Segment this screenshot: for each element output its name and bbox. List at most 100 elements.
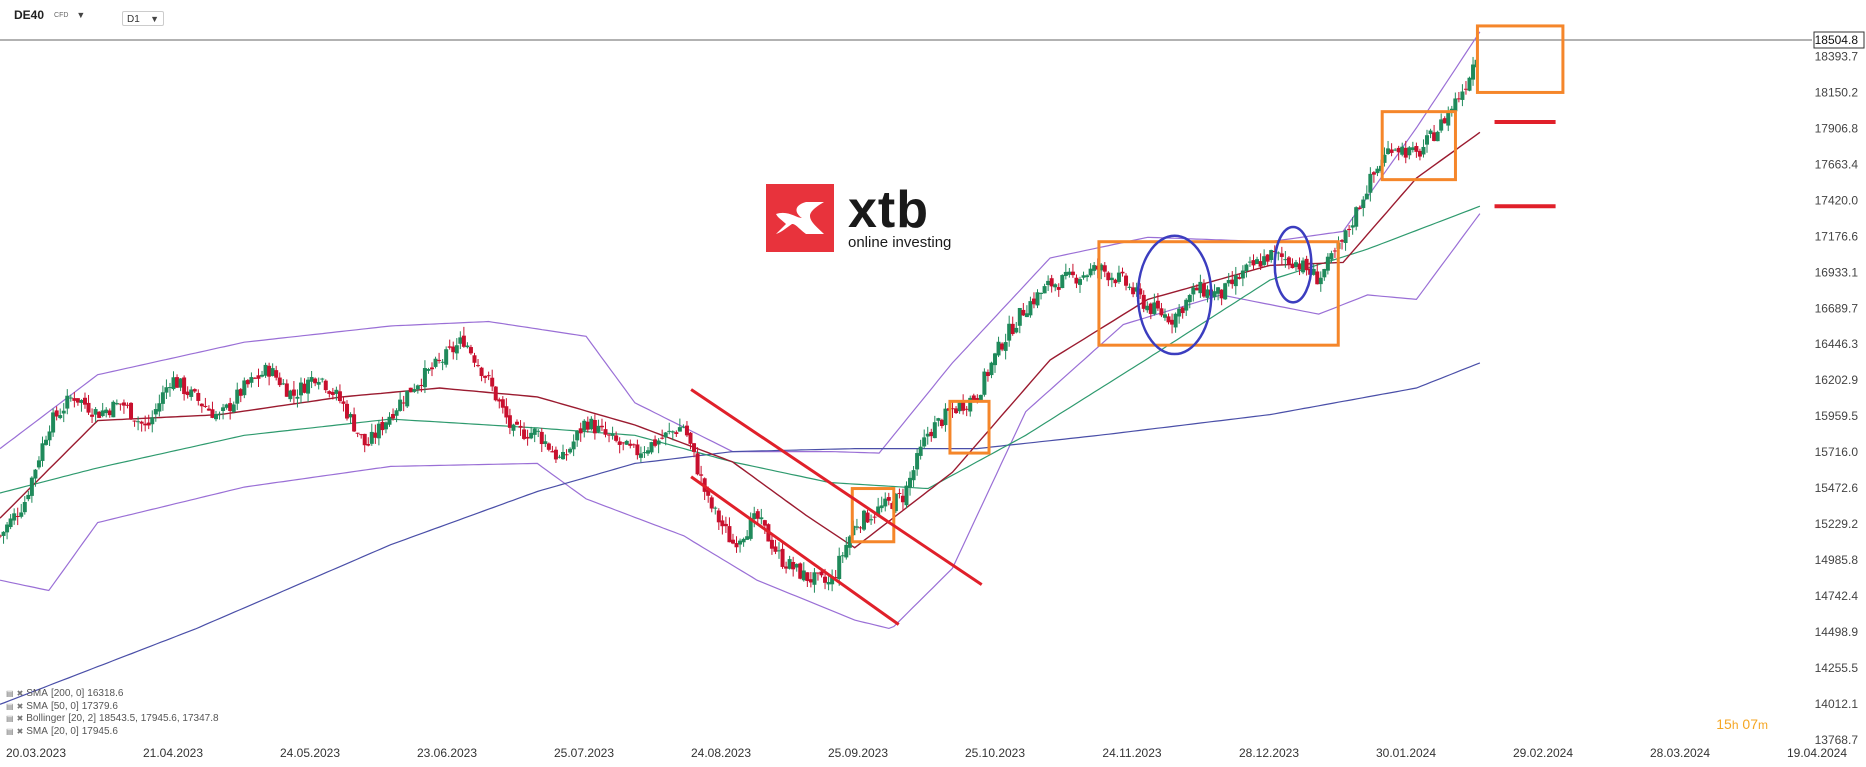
- candle-body: [536, 430, 541, 432]
- candle-body: [1329, 253, 1334, 260]
- candle-body: [1286, 257, 1291, 264]
- candle-body: [376, 423, 381, 439]
- candle-body: [745, 536, 750, 540]
- legend-remove-icon[interactable]: ✖: [16, 726, 24, 736]
- candle-body: [1386, 148, 1391, 155]
- candle-body: [1382, 154, 1387, 163]
- candle-body: [1173, 313, 1178, 328]
- candle-body: [734, 543, 739, 548]
- candle-body: [550, 451, 555, 453]
- candle-body: [699, 474, 704, 476]
- candle-body: [203, 405, 208, 407]
- candle-body: [51, 412, 56, 433]
- candle-body: [256, 375, 261, 379]
- candle-body: [635, 444, 640, 456]
- trend-channel-line: [690, 475, 900, 626]
- candle-body: [277, 377, 282, 386]
- candle-body: [444, 349, 449, 365]
- candle-body: [964, 408, 969, 410]
- candle-body: [723, 523, 728, 527]
- candle-body: [437, 359, 442, 361]
- candle-body: [1056, 287, 1061, 290]
- candle-body: [1177, 308, 1182, 317]
- candle-body: [730, 539, 735, 544]
- timeframe-select[interactable]: D1 ▼: [122, 11, 164, 26]
- candle-body: [185, 391, 190, 396]
- candle-body: [1240, 270, 1245, 279]
- x-tick-label: 21.04.2023: [143, 746, 203, 760]
- candle-body: [826, 581, 831, 585]
- candle-body: [752, 513, 757, 520]
- price-label: 18504.8: [1815, 33, 1859, 47]
- candle-body: [380, 421, 385, 431]
- candle-body: [118, 403, 123, 405]
- candle-body: [879, 505, 884, 509]
- candle-body: [313, 378, 318, 384]
- symbol-dropdown-icon[interactable]: ▼: [76, 10, 86, 20]
- legend-item[interactable]: ▤ ✖ SMA [50, 0] 17379.6: [6, 700, 118, 712]
- candle-body: [189, 389, 194, 397]
- y-tick-label: 15716.0: [1815, 445, 1859, 459]
- candle-body: [801, 570, 806, 581]
- candle-body: [125, 404, 130, 406]
- candle-body: [1432, 132, 1437, 141]
- candle-body: [663, 432, 668, 438]
- candle-body: [1255, 259, 1260, 265]
- candle-body: [461, 335, 466, 347]
- legend-item[interactable]: ▤ ✖ Bollinger [20, 2] 18543.5, 17945.6, 1734…: [6, 713, 219, 724]
- highlight-circle: [1273, 225, 1313, 304]
- candle-body: [1247, 261, 1252, 263]
- candle-body: [1134, 287, 1139, 292]
- candle-body: [692, 443, 697, 452]
- candle-body: [1131, 287, 1136, 295]
- candle-body: [936, 418, 941, 421]
- legend-item[interactable]: ▤ ✖ SMA [20, 0] 17945.6: [6, 725, 118, 737]
- candle-body: [1262, 256, 1267, 265]
- legend-remove-icon[interactable]: ✖: [16, 701, 24, 711]
- candle-body: [865, 512, 870, 523]
- candle-body: [1170, 319, 1175, 325]
- candle-body: [19, 512, 24, 517]
- x-tick-label: 28.03.2024: [1650, 746, 1710, 760]
- legend-remove-icon[interactable]: ✖: [16, 689, 24, 698]
- symbol-selector[interactable]: DE40 CFD ▼: [14, 8, 85, 22]
- candle-body: [65, 395, 70, 409]
- candle-body: [40, 443, 45, 461]
- candle-body: [557, 456, 562, 458]
- legend-remove-icon[interactable]: ✖: [16, 714, 24, 723]
- candle-body: [897, 492, 902, 494]
- candle-body: [1085, 275, 1090, 278]
- y-tick-label: 15229.2: [1815, 517, 1859, 531]
- candle-body: [75, 398, 80, 403]
- candle-body: [607, 434, 612, 436]
- candle-body: [858, 527, 863, 529]
- candle-body: [206, 408, 211, 411]
- highlight-box: [1097, 240, 1340, 347]
- candle-body: [0, 535, 2, 537]
- legend-item[interactable]: ▤ ✖ SMA [200, 0] 16318.6: [6, 688, 124, 699]
- legend-settings-icon[interactable]: ▤: [6, 726, 14, 736]
- candle-body: [1237, 277, 1242, 279]
- highlight-box: [1475, 24, 1565, 94]
- candle-body: [1269, 250, 1274, 260]
- candle-body: [1187, 294, 1192, 303]
- y-tick-label: 18150.2: [1815, 85, 1859, 99]
- x-tick-label: 23.06.2023: [417, 746, 477, 760]
- candle-body: [153, 409, 158, 415]
- legend-settings-icon[interactable]: ▤: [6, 689, 14, 698]
- candle-body: [260, 374, 265, 377]
- candle-body: [971, 395, 976, 401]
- candle-body: [54, 410, 59, 417]
- candle-body: [1375, 168, 1380, 174]
- candle-body: [1113, 279, 1118, 284]
- candle-body: [1138, 288, 1143, 295]
- candle-body: [1159, 308, 1164, 316]
- candle-body: [975, 398, 980, 401]
- candle-body: [656, 440, 661, 445]
- legend-settings-icon[interactable]: ▤: [6, 714, 14, 723]
- candle-body: [231, 404, 236, 412]
- legend-settings-icon[interactable]: ▤: [6, 701, 14, 711]
- sma200-line: [0, 362, 1481, 705]
- candle-body: [486, 375, 491, 377]
